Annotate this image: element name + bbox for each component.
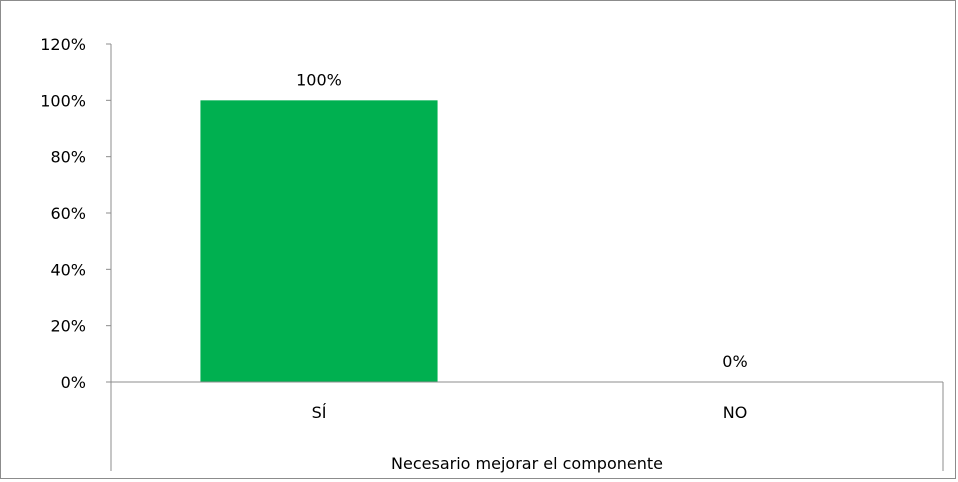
x-axis-title: Necesario mejorar el componente bbox=[391, 454, 663, 473]
y-tick-label: 60% bbox=[50, 204, 86, 223]
bars bbox=[200, 100, 438, 382]
x-axis-tick-labels: SÍ NO bbox=[312, 403, 748, 422]
y-axis-ticks: 0% 20% 40% 60% 80% 100% 120% bbox=[40, 35, 111, 392]
y-tick-label: 120% bbox=[40, 35, 86, 54]
y-tick-label: 80% bbox=[50, 148, 86, 167]
y-tick-label: 0% bbox=[61, 373, 86, 392]
x-tick-label: NO bbox=[723, 403, 748, 422]
y-tick-label: 100% bbox=[40, 91, 86, 110]
y-tick-label: 40% bbox=[50, 260, 86, 279]
x-tick-label: SÍ bbox=[312, 403, 327, 422]
data-label: 100% bbox=[296, 70, 342, 89]
bar-si bbox=[200, 100, 438, 382]
y-tick-label: 20% bbox=[50, 317, 86, 336]
data-label: 0% bbox=[722, 352, 747, 371]
data-labels: 100% 0% bbox=[296, 70, 748, 371]
